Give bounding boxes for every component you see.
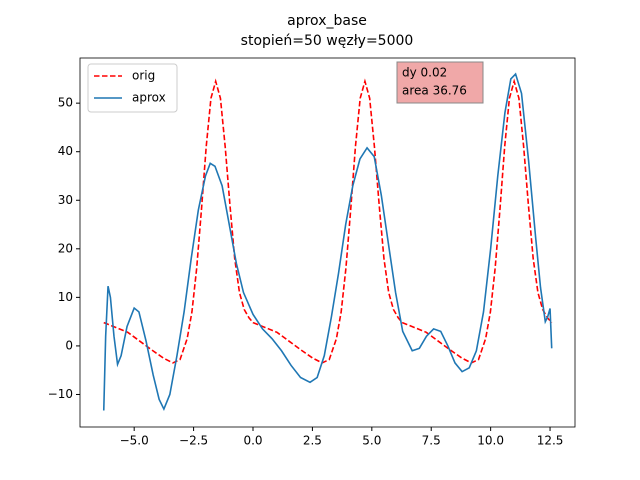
x-tick-label: 10.0 xyxy=(477,434,504,448)
x-tick-label: 12.5 xyxy=(537,434,564,448)
plot-frame xyxy=(79,57,576,428)
x-tick-label: 5.0 xyxy=(362,434,381,448)
x-tick-label: 2.5 xyxy=(303,434,322,448)
chart-subtitle: stopień=50 węzły=5000 xyxy=(241,33,414,49)
legend-label: aprox xyxy=(132,91,166,105)
x-tick-label: −2.5 xyxy=(179,434,208,448)
legend-label: orig xyxy=(132,69,155,83)
x-tick-label: 0.0 xyxy=(243,434,262,448)
series-line xyxy=(103,78,553,364)
x-tick-label: 7.5 xyxy=(422,434,441,448)
y-tick-label: 0 xyxy=(65,338,73,352)
y-tick-label: 50 xyxy=(58,96,73,110)
series-line xyxy=(102,72,553,411)
chart-title: aprox_base xyxy=(287,13,367,29)
annotation-box xyxy=(396,61,484,104)
y-tick-label: −10 xyxy=(48,387,73,401)
annotation-text: dy 0.02 xyxy=(402,66,447,80)
annotation-text: area 36.76 xyxy=(402,84,467,98)
x-tick-label: −5.0 xyxy=(120,434,149,448)
y-tick-label: 20 xyxy=(58,241,73,255)
y-tick-label: 10 xyxy=(58,290,73,304)
y-tick-label: 40 xyxy=(58,144,73,158)
plot-area xyxy=(80,58,575,427)
y-tick-label: 30 xyxy=(58,193,73,207)
